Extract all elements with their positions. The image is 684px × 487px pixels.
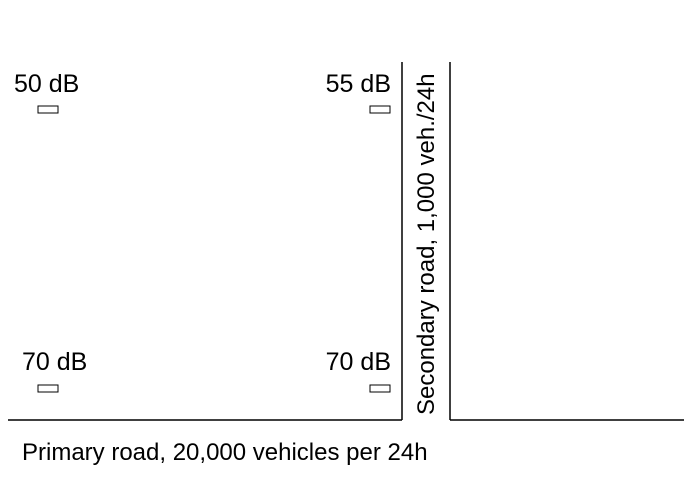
receiver (369, 105, 391, 114)
receiver-label: 70 dB (22, 348, 87, 376)
receiver-label: 55 dB (326, 70, 391, 98)
receiver (37, 105, 59, 114)
receiver-label: 50 dB (14, 70, 79, 98)
receiver-label: 70 dB (326, 348, 391, 376)
secondary-road-label: Secondary road, 1,000 veh./24h (413, 73, 440, 415)
primary-road-label: Primary road, 20,000 vehicles per 24h (22, 439, 428, 466)
receiver (37, 384, 59, 393)
receiver (369, 384, 391, 393)
